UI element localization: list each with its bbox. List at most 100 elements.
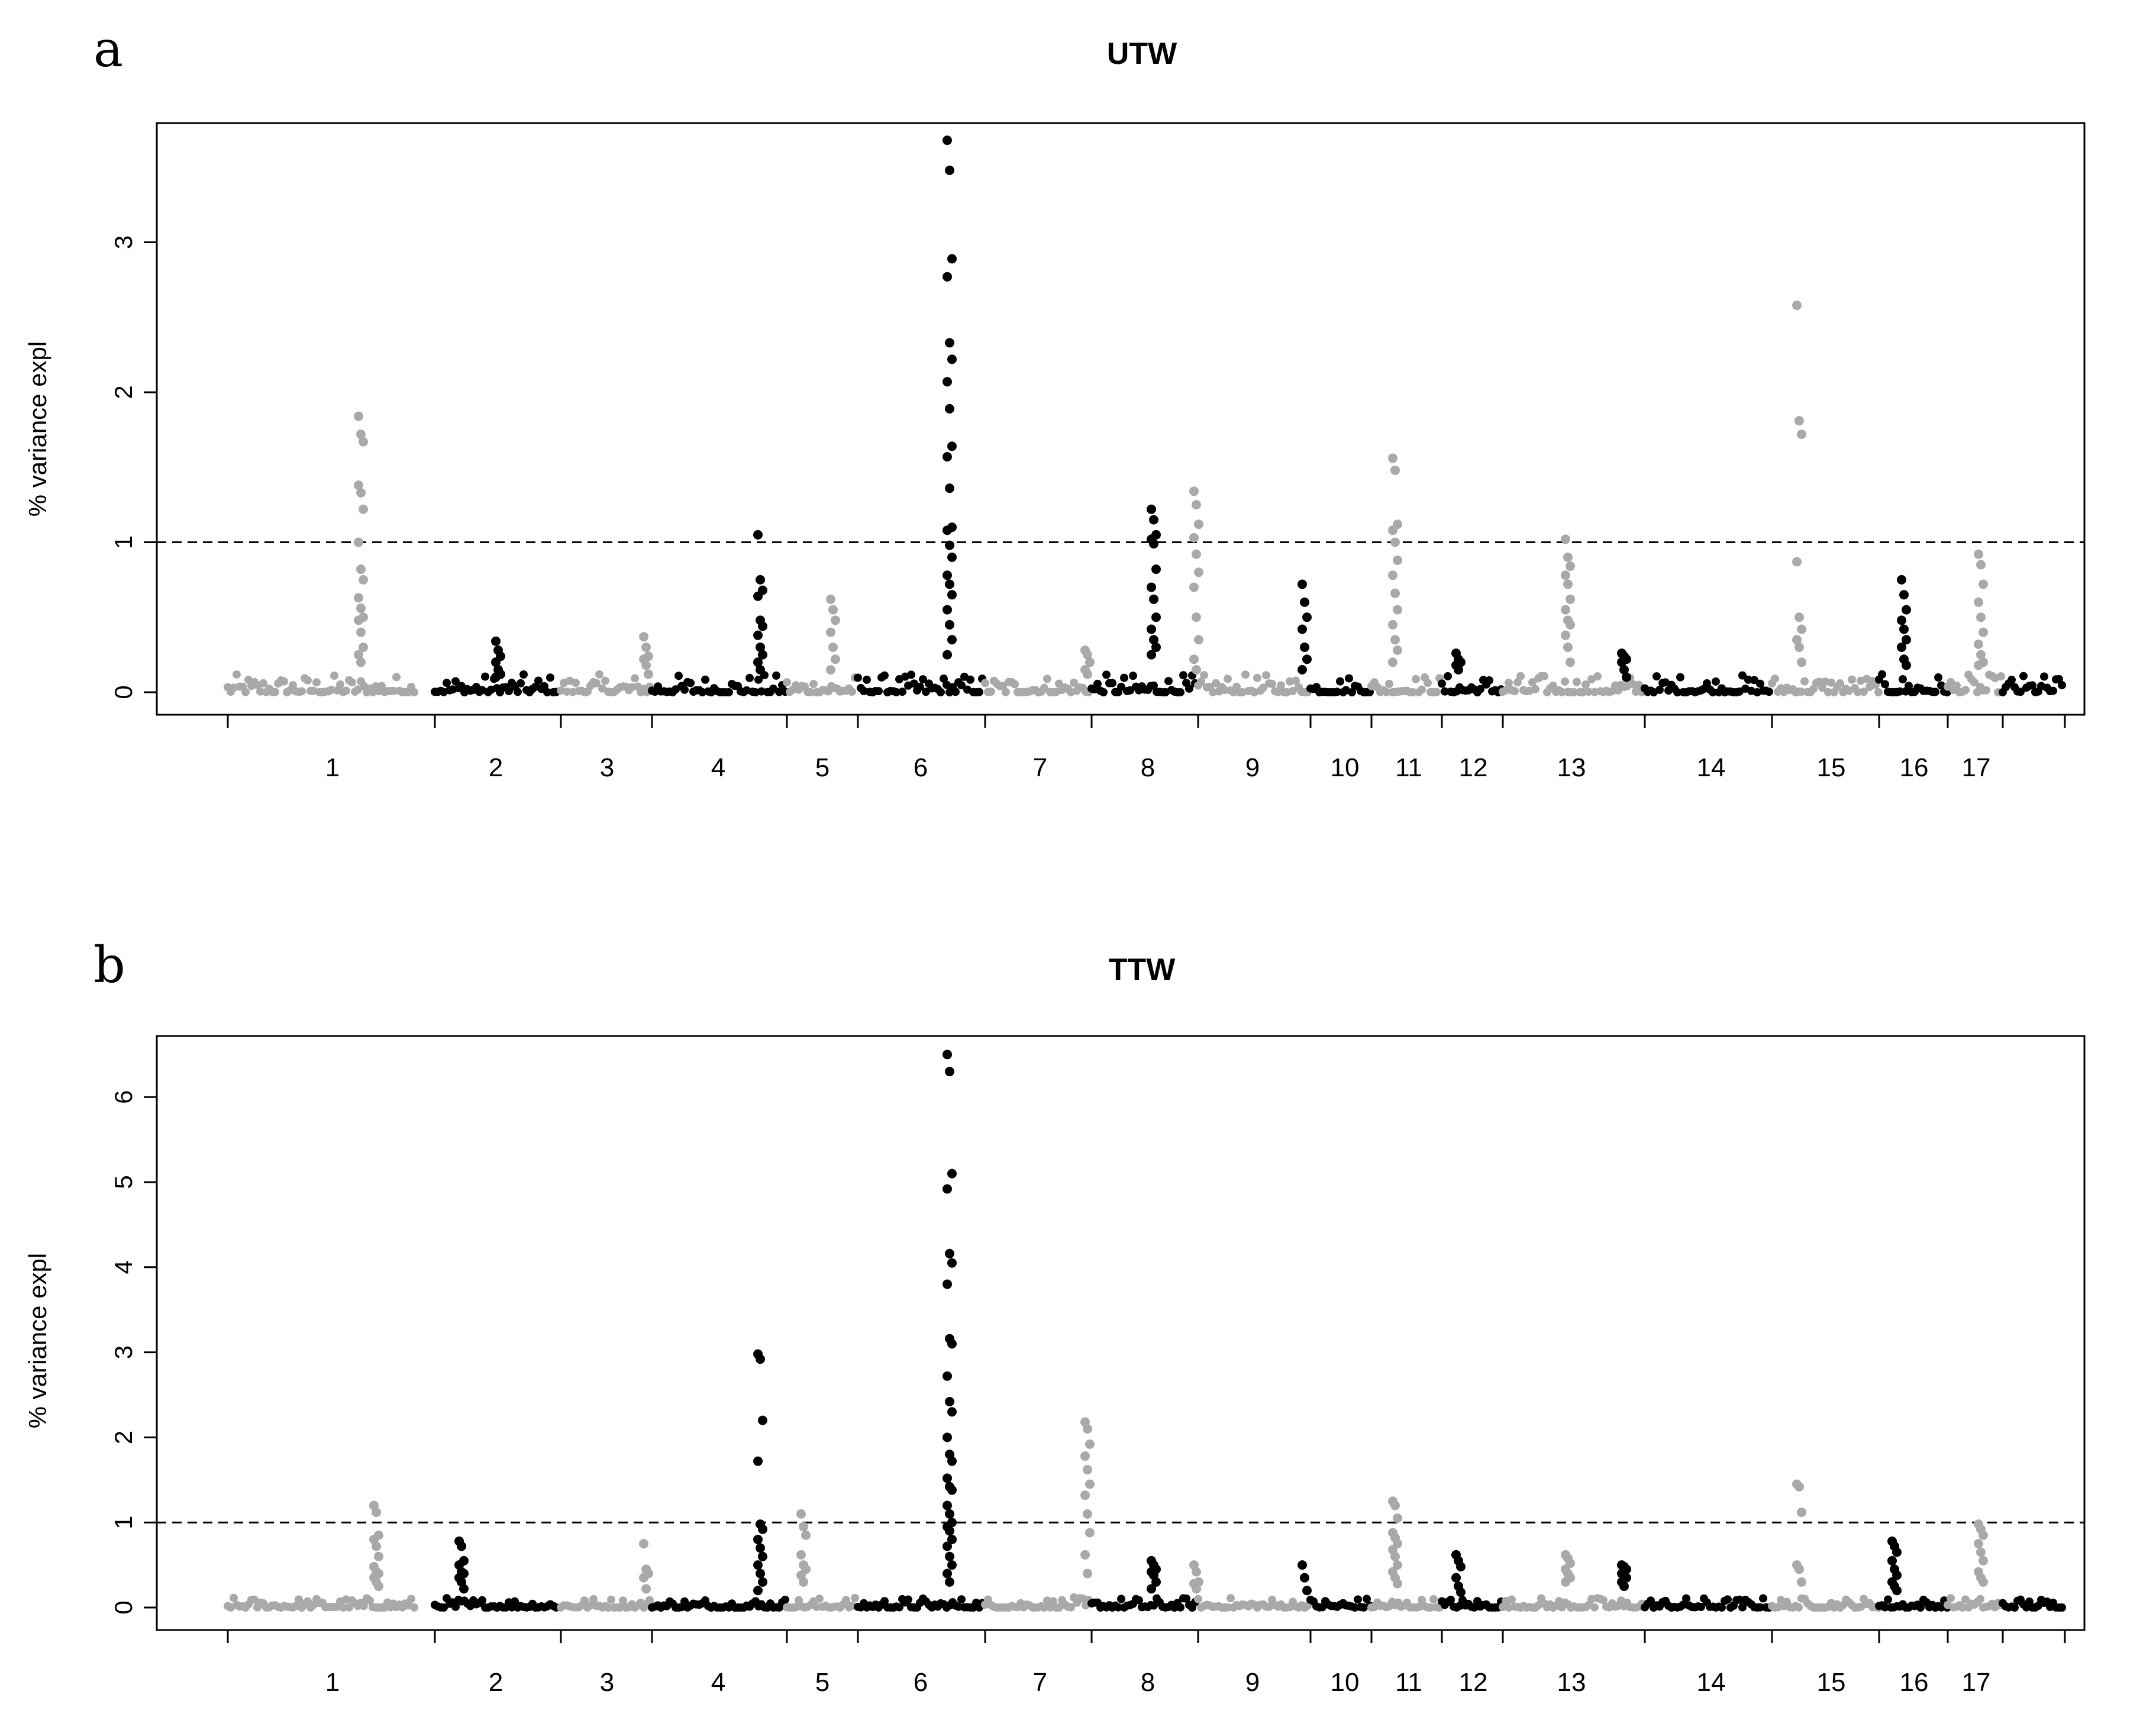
snp-point: [943, 1432, 952, 1442]
snp-point: [1561, 630, 1570, 640]
baseline-point: [2058, 1603, 2066, 1612]
baseline-point: [410, 688, 418, 696]
snp-point: [758, 621, 767, 631]
snp-point: [1974, 660, 1983, 670]
baseline-point: [1531, 685, 1539, 693]
baseline-point: [916, 682, 924, 691]
x-tick-label: 12: [1459, 1668, 1488, 1697]
y-tick-label: 6: [109, 1090, 137, 1104]
snp-point: [1976, 560, 1986, 570]
baseline-point: [604, 1603, 612, 1612]
baseline-point: [1916, 1603, 1925, 1612]
snp-point: [1902, 660, 1911, 670]
baseline-point: [806, 688, 815, 696]
snp-point: [947, 1534, 957, 1544]
snp-point: [945, 338, 954, 348]
snp-point: [758, 650, 767, 660]
baseline-point: [1432, 688, 1441, 696]
baseline-point: [1673, 688, 1681, 696]
snp-point: [1887, 1555, 1897, 1566]
snp-point: [945, 579, 954, 589]
baseline-point: [1126, 686, 1134, 695]
snp-point: [1192, 612, 1201, 622]
snp-point: [1192, 549, 1201, 559]
baseline-point: [1200, 671, 1208, 680]
chart-title-utw: UTW: [1107, 37, 1177, 71]
baseline-point: [1194, 1595, 1202, 1603]
baseline-point: [1164, 677, 1173, 686]
snp-point: [945, 1526, 954, 1536]
baseline-point: [1584, 688, 1593, 696]
snp-point: [756, 1354, 765, 1364]
baseline-point: [1579, 688, 1587, 696]
baseline-point: [1854, 688, 1862, 696]
baseline-point: [854, 673, 862, 682]
x-tick-label: 5: [815, 753, 830, 782]
snp-point: [1083, 1465, 1092, 1475]
baseline-point: [345, 1603, 353, 1612]
snp-point: [1897, 615, 1906, 625]
baseline-point: [686, 679, 695, 688]
points-b: [224, 1050, 2066, 1612]
baseline-point: [1274, 688, 1282, 696]
baseline-point: [1099, 688, 1108, 696]
baseline-point: [1259, 683, 1267, 692]
snp-point: [1083, 1509, 1092, 1519]
baseline-point: [259, 679, 267, 688]
baseline-point: [505, 687, 513, 696]
baseline-point: [1221, 686, 1229, 695]
baseline-point: [1961, 1595, 1970, 1604]
snp-point: [1390, 537, 1400, 547]
baseline-point: [1093, 679, 1102, 688]
snp-point: [1393, 555, 1402, 565]
baseline-point: [440, 1603, 448, 1612]
snp-point: [943, 570, 952, 580]
snp-point: [947, 1560, 957, 1570]
snp-point: [1080, 1451, 1090, 1461]
y-tick-label: 0: [109, 1600, 137, 1614]
x-tick-label: 17: [1962, 1668, 1991, 1697]
snp-point: [1979, 1555, 1988, 1566]
baseline-point: [999, 682, 1007, 690]
snp-point: [947, 1258, 957, 1268]
snp-point: [753, 1456, 763, 1466]
baseline-point: [589, 1595, 598, 1603]
baseline-point: [1447, 1595, 1455, 1604]
snp-point: [372, 1541, 381, 1551]
snp-point: [758, 1551, 767, 1561]
baseline-point: [1336, 677, 1344, 686]
baseline-point: [519, 670, 528, 679]
snp-point: [947, 1456, 957, 1466]
baseline-point: [1277, 681, 1285, 690]
snp-point: [1899, 590, 1909, 600]
snp-point: [1393, 605, 1402, 615]
snp-point: [1189, 486, 1199, 496]
snp-point: [1194, 519, 1203, 530]
baseline-point: [360, 1602, 368, 1611]
y-tick-label: 2: [109, 1431, 137, 1444]
snp-point: [943, 1184, 952, 1194]
baseline-point: [451, 677, 460, 686]
snp-point: [756, 1543, 765, 1553]
snp-point: [943, 452, 952, 462]
baseline-point: [619, 1596, 627, 1605]
baseline-point: [511, 1597, 519, 1606]
baseline-point: [607, 1595, 615, 1604]
y-tick-label: 4: [109, 1260, 137, 1274]
baseline-point: [1508, 1595, 1516, 1604]
baseline-point: [1182, 1594, 1190, 1603]
baseline-point: [904, 1595, 912, 1604]
baseline-point: [1385, 679, 1393, 688]
snp-point: [1979, 1530, 1988, 1540]
x-tick-label: 9: [1245, 1668, 1260, 1697]
baseline-point: [1573, 677, 1581, 686]
x-tick-label: 13: [1557, 753, 1586, 782]
snp-point: [1388, 453, 1397, 463]
baseline-point: [271, 688, 279, 696]
snp-point: [943, 272, 952, 282]
snp-point: [1192, 500, 1201, 510]
baseline-point: [1224, 1603, 1232, 1612]
baseline-point: [1878, 670, 1886, 679]
snp-point: [641, 1584, 651, 1594]
snp-point: [1298, 664, 1307, 674]
